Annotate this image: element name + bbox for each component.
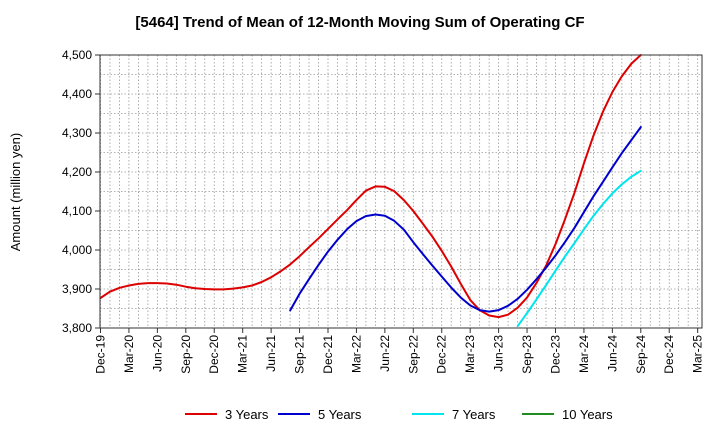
y-tick-label: 4,500 — [62, 48, 92, 62]
x-tick-label: Dec-23 — [548, 335, 562, 374]
y-tick-label: 3,900 — [62, 282, 92, 296]
x-tick-label: Mar-25 — [691, 335, 705, 373]
y-axis: 3,800 3,900 4,000 4,100 4,200 4,300 4,400 4,500 — [62, 48, 100, 335]
x-tick-label: Dec-19 — [94, 335, 108, 374]
legend-label: 7 Years — [452, 407, 496, 422]
series-line-3-years — [99, 54, 642, 319]
x-tick-label: Jun-23 — [492, 335, 506, 372]
x-tick-label: Dec-24 — [662, 335, 676, 374]
series-line-5-years — [289, 126, 642, 313]
x-tick-label: Sep-22 — [406, 335, 420, 374]
x-tick-label: Dec-20 — [207, 335, 221, 374]
chart-title: [5464] Trend of Mean of 12-Month Moving … — [135, 14, 585, 31]
x-tick-label: Dec-22 — [435, 335, 449, 374]
x-tick-label: Mar-21 — [236, 335, 250, 373]
legend-label: 10 Years — [562, 407, 613, 422]
x-tick-label: Jun-20 — [150, 335, 164, 372]
x-axis: Dec-19 Mar-20 Jun-20 Sep-20 Dec-20 Mar-21 Jun-… — [94, 328, 705, 374]
y-tick-label: 4,200 — [62, 165, 92, 179]
plot-frame — [99, 54, 703, 329]
y-tick-label: 4,100 — [62, 204, 92, 218]
x-tick-label: Jun-21 — [264, 335, 278, 372]
legend: 3 Years 5 Years 7 Years 10 Years — [185, 407, 613, 422]
series-line-7-years — [516, 169, 642, 328]
legend-item-5-years: 5 Years — [278, 407, 362, 422]
x-tick-label: Jun-22 — [378, 335, 392, 372]
y-tick-label: 3,800 — [62, 321, 92, 335]
y-axis-label: Amount (million yen) — [8, 133, 23, 252]
legend-item-10-years: 10 Years — [522, 407, 613, 422]
x-tick-label: Mar-24 — [577, 335, 591, 373]
y-tick-label: 4,300 — [62, 126, 92, 140]
legend-label: 3 Years — [225, 407, 269, 422]
legend-label: 5 Years — [318, 407, 362, 422]
x-tick-label: Mar-22 — [349, 335, 363, 373]
x-tick-label: Sep-24 — [634, 335, 648, 374]
x-tick-label: Sep-21 — [293, 335, 307, 374]
x-tick-label: Sep-20 — [179, 335, 193, 374]
x-tick-label: Mar-20 — [122, 335, 136, 373]
y-tick-label: 4,400 — [62, 87, 92, 101]
plot-border — [99, 54, 703, 329]
x-tick-label: Jun-24 — [605, 335, 619, 372]
legend-item-3-years: 3 Years — [185, 407, 269, 422]
series-lines — [99, 54, 642, 328]
y-tick-label: 4,000 — [62, 243, 92, 257]
x-tick-label: Sep-23 — [520, 335, 534, 374]
legend-item-7-years: 7 Years — [412, 407, 496, 422]
x-tick-label: Dec-21 — [321, 335, 335, 374]
x-tick-label: Mar-23 — [463, 335, 477, 373]
